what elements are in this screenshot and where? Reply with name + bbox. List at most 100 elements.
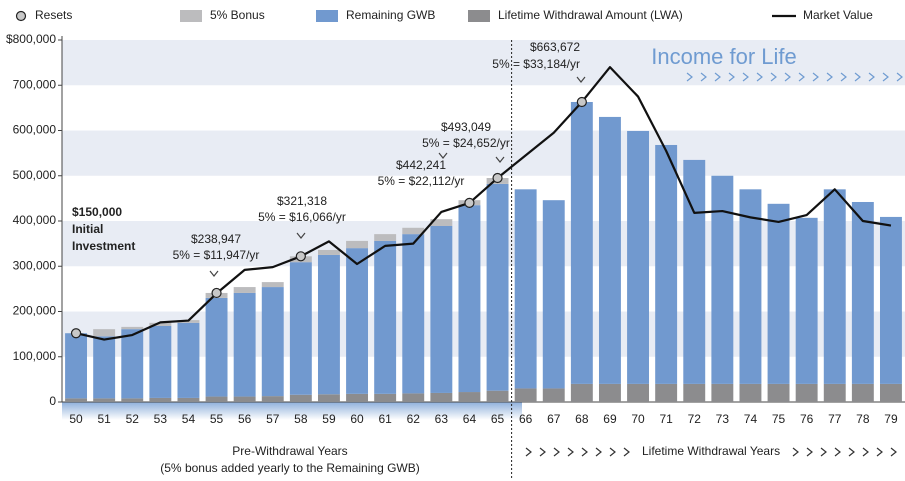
annotation: 5% = $22,112/yr	[378, 174, 465, 188]
reset-marker	[295, 251, 306, 262]
bar-segment	[655, 383, 678, 402]
bar-segment	[177, 397, 200, 402]
market-value-line	[75, 66, 892, 341]
x-tick-label: 54	[182, 412, 196, 426]
floor-gradient	[62, 402, 522, 420]
bar-segment	[402, 227, 425, 235]
bar-segment	[261, 287, 284, 397]
bar-segment	[374, 234, 397, 241]
bar-segment	[430, 392, 453, 402]
x-tick-label: 56	[238, 412, 252, 426]
x-tick-label: 58	[294, 412, 308, 426]
bar-segment	[65, 398, 88, 402]
x-tick-label: 61	[378, 412, 392, 426]
x-tick-label: 69	[603, 412, 617, 426]
y-tick-label: 600,000	[13, 123, 57, 137]
bar-segment	[739, 189, 762, 384]
bar-segment	[542, 200, 565, 389]
grid-band	[62, 40, 905, 86]
chevron	[686, 72, 693, 82]
annotation: 5% = $24,652/yr	[422, 136, 510, 150]
income-label: Income for Life	[651, 44, 797, 69]
bar-segment	[570, 101, 593, 384]
legend-label: 5% Bonus	[210, 8, 265, 22]
x-tick-label: 79	[884, 412, 898, 426]
bar-segment	[402, 234, 425, 394]
bar-segment	[149, 325, 172, 398]
x-tick-label: 75	[772, 412, 786, 426]
chevron	[792, 447, 799, 457]
bar-segment	[149, 397, 172, 402]
chevron	[595, 447, 602, 457]
bar-segment	[346, 248, 369, 394]
chevron	[876, 447, 883, 457]
x-tick-label: 57	[266, 412, 280, 426]
pointer	[296, 232, 306, 239]
bar-segment	[683, 159, 706, 384]
bar-segment	[851, 201, 874, 384]
bar-segment	[93, 336, 116, 399]
annotation: $663,672	[530, 40, 580, 54]
bar-segment	[795, 217, 818, 384]
chevron	[728, 72, 735, 82]
chevron	[862, 447, 869, 457]
pointer	[438, 152, 448, 159]
bar-segment	[261, 396, 284, 402]
bar-segment	[683, 383, 706, 402]
bar-segment	[121, 398, 144, 402]
x-tick-label: 68	[575, 412, 589, 426]
bar-segment	[149, 322, 172, 326]
bar-segment	[711, 175, 734, 384]
pointer	[209, 270, 219, 277]
bar-segment	[514, 388, 537, 402]
reset-marker	[576, 96, 587, 108]
annotation: $493,049	[441, 120, 491, 134]
x-tick-label: 64	[463, 412, 477, 426]
chevron	[890, 447, 897, 457]
bar-segment	[655, 144, 678, 384]
bar-segment	[261, 282, 284, 288]
legend-label: Market Value	[803, 8, 873, 22]
bar-segment	[233, 292, 256, 397]
bar-segment	[458, 392, 481, 402]
annotation: 5% = $33,184/yr	[492, 57, 580, 71]
y-tick-label: 300,000	[13, 258, 57, 272]
chevron	[567, 447, 574, 457]
y-tick-label: 100,000	[13, 349, 57, 363]
bar-segment	[430, 225, 453, 393]
x-tick-label: 76	[800, 412, 814, 426]
chevron	[826, 72, 833, 82]
reset-marker	[70, 328, 82, 339]
chevron	[539, 447, 546, 457]
chevron	[882, 72, 889, 82]
chevron	[770, 72, 777, 82]
bar-segment	[458, 205, 481, 393]
x-tick-label: 63	[435, 412, 449, 426]
y-tick-label: 0	[49, 394, 56, 408]
chevron	[854, 72, 861, 82]
x-tick-label: 62	[407, 412, 421, 426]
annotation: $150,000	[72, 205, 122, 219]
legend-swatch	[316, 10, 338, 22]
bar-segment	[767, 383, 790, 402]
x-tick-label: 70	[631, 412, 645, 426]
chevron	[553, 447, 560, 457]
bar-segment	[93, 329, 116, 337]
y-tick-label: 700,000	[13, 77, 57, 91]
legend-label: Lifetime Withdrawal Amount (LWA)	[498, 8, 683, 22]
x-tick-label: 53	[154, 412, 168, 426]
chevron	[525, 447, 532, 457]
chevron	[868, 72, 875, 82]
bar-segment	[93, 398, 116, 402]
bar-segment	[317, 254, 340, 395]
bar-segment	[346, 240, 369, 249]
chevron	[714, 72, 721, 82]
x-tick-label: 55	[210, 412, 224, 426]
pointer	[495, 156, 505, 163]
bar-segment	[598, 116, 621, 384]
x-tick-label: 71	[659, 412, 673, 426]
x-tick-label: 73	[716, 412, 730, 426]
annotation: 5% = $11,947/yr	[173, 248, 260, 262]
bar-segment	[205, 396, 228, 402]
